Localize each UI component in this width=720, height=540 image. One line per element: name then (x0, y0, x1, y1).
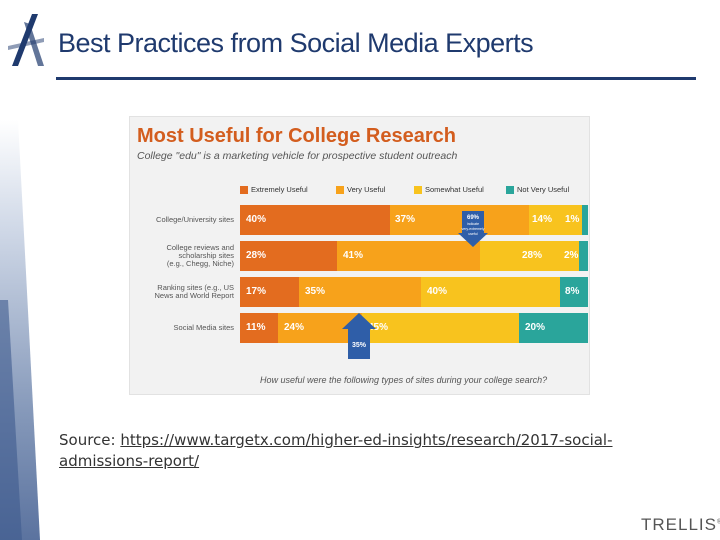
callout-69-percent: 69% indicate very-extremely useful (458, 211, 488, 247)
bar-value-label: 2% (564, 250, 579, 261)
bar-segment-not-very-useful: 1% (565, 205, 588, 235)
bar-row-college-reviews: College reviews and scholarship sites (e… (130, 241, 591, 271)
source-link[interactable]: https://www.targetx.com/higher-ed-insigh… (59, 431, 613, 470)
row-label-line: College/University sites (156, 215, 234, 224)
bar-segment-extremely-useful: 11% (240, 313, 278, 343)
legend-label: Not Very Useful (517, 185, 570, 194)
row-label-line: College reviews and (166, 243, 234, 252)
bar-segment-not-very-useful: 2% (564, 241, 588, 271)
bar-value-label: 45% (368, 322, 389, 333)
bar-value-label: 1% (565, 214, 580, 225)
bar-value-label: 8% (565, 286, 580, 297)
bar-segment-very-useful: 37% (390, 205, 529, 235)
row-label-line: News and World Report (154, 291, 234, 300)
infographic-subheading: College "edu" is a marketing vehicle for… (137, 150, 458, 162)
bar-segment-somewhat-useful: 14% (529, 205, 582, 235)
bar-value-label: 37% (395, 214, 416, 225)
row-label-line: (e.g., Chegg, Niche) (166, 259, 234, 268)
bar-segment-extremely-useful: 28% (240, 241, 337, 271)
callout-caption-line: indicate (466, 222, 480, 226)
callout-value: 69% (466, 215, 479, 221)
bar-value-label: 40% (246, 214, 267, 225)
row-label-line: Ranking sites (e.g., US (157, 283, 234, 292)
bar-value-label: 40% (427, 286, 448, 297)
source-link-line-2: admissions-report/ (59, 452, 200, 470)
legend-label: Extremely Useful (251, 185, 308, 194)
stacked-bar: 11% 24% 45% 20% (240, 313, 588, 343)
bar-value-label: 20% (525, 322, 546, 333)
legend-item-not-very-useful: Not Very Useful (506, 185, 569, 194)
bar-segment-very-useful: 41% (337, 241, 480, 271)
row-label: Social Media sites (130, 324, 234, 332)
brand-name: TRELLIS (641, 515, 717, 534)
stacked-bar: 17% 35% 40% 8% (240, 277, 588, 307)
infographic-image: Most Useful for College Research College… (129, 116, 590, 395)
bar-value-label: 41% (343, 250, 364, 261)
bar-value-label: 35% (305, 286, 326, 297)
bar-value-label: 17% (246, 286, 267, 297)
infographic-footer-question: How useful were the following types of s… (260, 375, 548, 385)
up-arrow-icon (342, 313, 376, 359)
callout-caption-line: useful (468, 232, 478, 236)
row-label: College reviews and scholarship sites (e… (130, 244, 234, 268)
row-label-line: scholarship sites (178, 251, 234, 260)
legend: Extremely Useful Very Useful Somewhat Us… (240, 185, 590, 197)
stacked-bar: 40% 37% 14% 1% (240, 205, 588, 235)
infographic-heading: Most Useful for College Research (137, 125, 456, 147)
registered-mark: ® (717, 519, 720, 525)
legend-item-very-useful: Very Useful (336, 185, 385, 194)
bar-value-label: 24% (284, 322, 305, 333)
legend-swatch-extremely-useful (240, 185, 248, 194)
bar-value-label: 28% (246, 250, 267, 261)
legend-swatch-not-very-useful (506, 185, 514, 194)
legend-item-extremely-useful: Extremely Useful (240, 185, 308, 194)
stacked-bar: 28% 41% 28% 2% (240, 241, 588, 271)
source-link-line-1: https://www.targetx.com/higher-ed-insigh… (120, 431, 613, 449)
callout-35-percent: 35% (342, 313, 376, 359)
bar-segment-extremely-useful: 17% (240, 277, 299, 307)
bar-segment-not-very-useful: 20% (519, 313, 588, 343)
bar-segment-extremely-useful: 40% (240, 205, 390, 235)
bar-segment-somewhat-useful: 40% (421, 277, 560, 307)
legend-label: Somewhat Useful (425, 185, 484, 194)
left-decorative-stripe (0, 0, 56, 540)
legend-label: Very Useful (347, 185, 386, 194)
bar-segment-not-very-useful: 8% (560, 277, 588, 307)
callout-caption-line: very-extremely (461, 227, 485, 231)
source-prefix: Source: (59, 431, 121, 449)
slide-title: Best Practices from Social Media Experts (58, 28, 534, 58)
bar-value-label: 28% (522, 250, 543, 261)
callout-caption: indicate very-extremely useful (458, 222, 488, 237)
trellis-logo-icon (4, 12, 48, 68)
legend-swatch-somewhat-useful (414, 185, 422, 194)
row-label: College/University sites (130, 216, 234, 224)
bar-segment-very-useful: 35% (299, 277, 421, 307)
legend-swatch-very-useful (336, 185, 344, 194)
bar-row-college-university: College/University sites 40% 37% 14% 1% (130, 205, 591, 235)
callout-value: 35% (351, 342, 366, 349)
row-label: Ranking sites (e.g., US News and World R… (130, 284, 234, 300)
legend-item-somewhat-useful: Somewhat Useful (414, 185, 484, 194)
source-citation: Source: https://www.targetx.com/higher-e… (59, 430, 679, 472)
bar-row-ranking-sites: Ranking sites (e.g., US News and World R… (130, 277, 591, 307)
brand-logo: TRELLIS® (641, 515, 720, 535)
title-underline (56, 77, 696, 80)
bar-value-label: 14% (532, 214, 553, 225)
bar-segment-somewhat-useful: 28% (480, 241, 579, 271)
row-label-line: Social Media sites (173, 323, 234, 332)
bar-value-label: 11% (246, 322, 266, 333)
down-arrow-icon (458, 211, 488, 247)
bar-segment-somewhat-useful: 45% (362, 313, 519, 343)
